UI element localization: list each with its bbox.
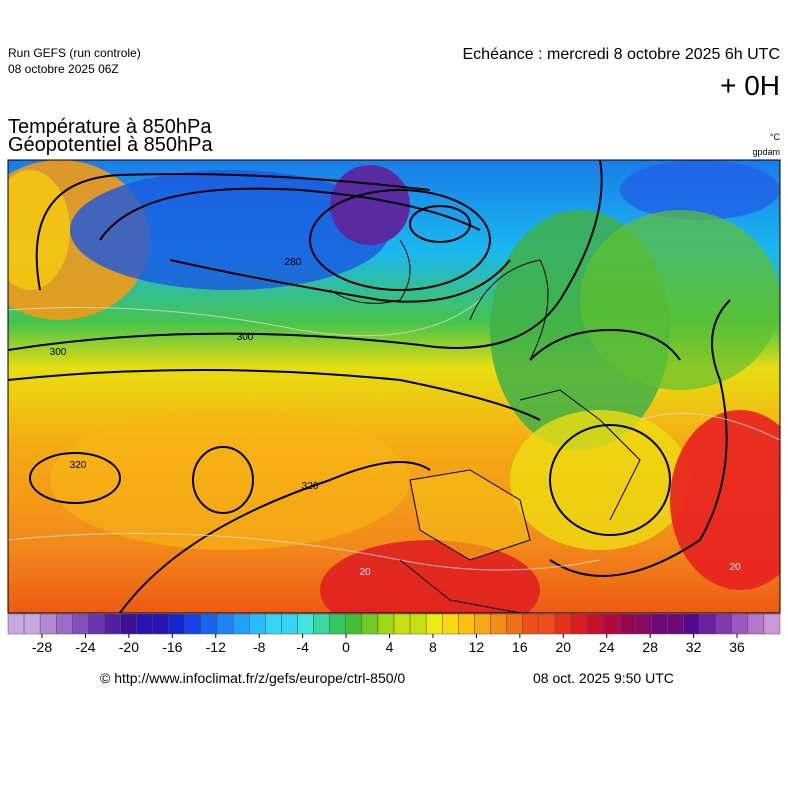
colorbar-cell bbox=[586, 613, 604, 635]
contour-label: 300 bbox=[237, 332, 254, 343]
colorbar-tick-label: 0 bbox=[342, 639, 350, 655]
colorbar-tick-label: 20 bbox=[555, 639, 571, 655]
colorbar-cell bbox=[23, 613, 41, 635]
unit-geopotential: gpdam bbox=[752, 147, 780, 157]
colorbar-cell bbox=[699, 613, 716, 635]
colorbar-cell bbox=[249, 613, 266, 635]
colorbar-cell bbox=[136, 613, 154, 635]
contour-label: 20 bbox=[729, 562, 741, 573]
colorbar-tick-label: 36 bbox=[729, 639, 745, 655]
colorbar-cell bbox=[425, 613, 443, 635]
colorbar-cell bbox=[651, 613, 668, 635]
colorbar-cell bbox=[393, 613, 411, 635]
colorbar-cell bbox=[168, 613, 186, 635]
colorbar-cell bbox=[442, 613, 459, 635]
source-url: © http://www.infoclimat.fr/z/gefs/europe… bbox=[100, 670, 406, 686]
colorbar-cell bbox=[458, 613, 475, 635]
colorbar-cell bbox=[184, 613, 202, 635]
colorbar-tick-label: -28 bbox=[32, 639, 52, 655]
colorbar-cell bbox=[554, 613, 572, 635]
colorbar-cell bbox=[265, 613, 282, 635]
colorbar-cell bbox=[618, 613, 636, 635]
colorbar-cell bbox=[409, 613, 427, 635]
colorbar-cell bbox=[490, 613, 507, 635]
colorbar-cell bbox=[667, 613, 684, 635]
colorbar-tick-label: -24 bbox=[75, 639, 95, 655]
colorbar-cell bbox=[329, 613, 346, 635]
colorbar-tick-label: 28 bbox=[642, 639, 658, 655]
colorbar-cell bbox=[313, 613, 330, 635]
colorbar-cell bbox=[152, 613, 170, 635]
colorbar-tick-label: 4 bbox=[386, 639, 394, 655]
colorbar-cell bbox=[56, 613, 73, 635]
colorbar-tick-label: -8 bbox=[253, 639, 266, 655]
colorbar-cell bbox=[715, 613, 733, 635]
colorbar-cell bbox=[506, 613, 523, 635]
colorbar-cell bbox=[232, 613, 250, 635]
title-geopotential: Géopotentiel à 850hPa bbox=[8, 134, 213, 156]
colorbar-tick-label: -12 bbox=[206, 639, 226, 655]
colorbar-tick-label: 12 bbox=[469, 639, 485, 655]
colorbar-cell bbox=[120, 613, 137, 635]
contour-label: 320 bbox=[302, 481, 319, 492]
colorbar-cell bbox=[72, 613, 89, 635]
issue-date: 08 oct. 2025 9:50 UTC bbox=[533, 670, 674, 686]
title-temperature: Température à 850hPa bbox=[8, 116, 212, 138]
colorbar-cell bbox=[602, 613, 620, 635]
colorbar-cell bbox=[200, 613, 218, 635]
run-date: 08 octobre 2025 06Z bbox=[8, 62, 119, 76]
contour-label: 280 bbox=[285, 257, 302, 268]
colorbar-cell bbox=[104, 613, 121, 635]
colorbar-cell bbox=[281, 613, 298, 635]
colorbar-tick-label: 32 bbox=[686, 639, 702, 655]
colorbar-cell bbox=[522, 613, 540, 635]
colorbar-cell bbox=[39, 613, 57, 635]
contour-label: 20 bbox=[359, 567, 371, 578]
map-field bbox=[8, 160, 780, 613]
colorbar-cell bbox=[297, 613, 314, 635]
colorbar-tick-label: 16 bbox=[512, 639, 528, 655]
colorbar-cell bbox=[88, 613, 105, 635]
colorbar-tick-label: -16 bbox=[162, 639, 182, 655]
colorbar-cell bbox=[7, 613, 25, 635]
colorbar-cell bbox=[345, 613, 363, 635]
colorbar-cell bbox=[377, 613, 395, 635]
unit-temperature: °C bbox=[769, 132, 780, 142]
forecast-time: Echéance : mercredi 8 octobre 2025 6h UT… bbox=[462, 46, 781, 63]
colorbar-cell bbox=[216, 613, 234, 635]
run-label: Run GEFS (run controle) bbox=[8, 46, 141, 60]
contour-label: 300 bbox=[50, 347, 67, 358]
colorbar-cell bbox=[538, 613, 556, 635]
contour-label: 320 bbox=[70, 460, 87, 471]
colorbar-cell bbox=[683, 613, 700, 635]
colorbar-cell bbox=[570, 613, 588, 635]
colorbar-tick-label: -4 bbox=[296, 639, 309, 655]
colorbar-cell bbox=[763, 613, 781, 635]
colorbar-cell bbox=[361, 613, 379, 635]
lead-time: + 0H bbox=[720, 70, 780, 101]
colorbar-tick-label: 24 bbox=[599, 639, 615, 655]
colorbar-cell bbox=[731, 613, 749, 635]
colorbar-tick-label: -20 bbox=[119, 639, 139, 655]
colorbar-cell bbox=[635, 613, 652, 635]
colorbar-cell bbox=[474, 613, 491, 635]
colorbar-tick-label: 8 bbox=[429, 639, 437, 655]
colorbar-cell bbox=[747, 613, 765, 635]
